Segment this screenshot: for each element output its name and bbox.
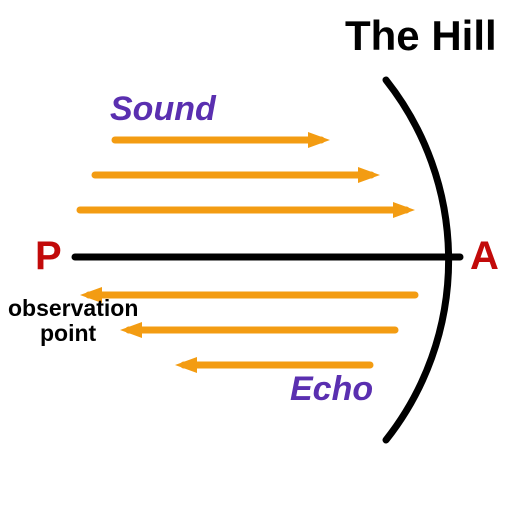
- sound-arrow-1-head: [358, 167, 380, 183]
- point-a-label: A: [470, 234, 499, 279]
- point-p-label: P: [35, 234, 62, 279]
- sound-arrow-2-head: [393, 202, 415, 218]
- diagram-canvas: The Hill Sound Echo P A observation poin…: [0, 0, 525, 525]
- observation-label-line1: observation: [8, 295, 138, 322]
- echo-arrow-2-head: [175, 357, 197, 373]
- echo-label: Echo: [290, 370, 373, 409]
- observation-label-line2: point: [40, 320, 96, 347]
- echo-arrow-1-head: [120, 322, 142, 338]
- diagram-svg: [0, 0, 525, 525]
- title-label: The Hill: [345, 12, 497, 60]
- sound-arrow-0-head: [308, 132, 330, 148]
- sound-label: Sound: [110, 90, 216, 129]
